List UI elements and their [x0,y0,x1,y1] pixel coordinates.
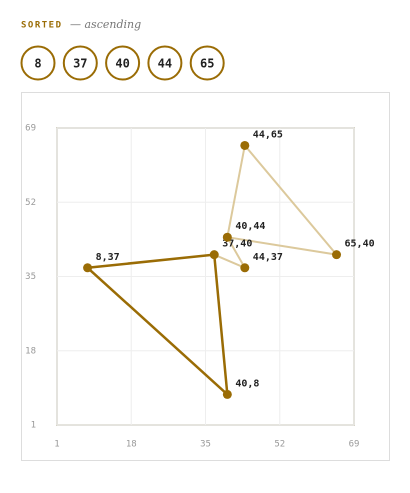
sorted-value: 40 [115,57,129,71]
sorted-value: 37 [73,57,87,71]
point-label: 40,8 [235,378,259,389]
sorted-chip [20,45,56,81]
sorted-chip [147,45,183,81]
point-label: 8,37 [96,252,120,263]
point [83,263,93,273]
point [222,389,232,399]
header-subtitle: — ascending [70,18,141,31]
x-tick-label: 52 [274,440,285,450]
point-label: 44,65 [253,129,283,140]
point-label: 40,44 [235,221,265,232]
sorted-chip [189,45,225,81]
point-label: 44,37 [253,252,283,263]
point [240,140,250,150]
y-tick-label: 18 [25,346,36,356]
edge-line [86,253,229,398]
point [240,263,250,273]
sorted-value: 44 [158,57,172,71]
point-label: 65,40 [345,239,375,250]
sorted-value: 8 [34,57,41,71]
y-tick-label: 1 [31,421,36,431]
edge-line [226,143,340,257]
sorted-value: 65 [200,57,214,71]
x-tick-label: 69 [349,440,360,450]
sorted-chip [105,45,141,81]
sorted-chip [62,45,98,81]
point-label: 37,40 [222,239,252,250]
x-tick-label: 35 [200,440,211,450]
header-title: SORTED [21,21,63,31]
y-tick-label: 52 [25,198,36,208]
point [209,250,219,260]
y-tick-label: 35 [25,272,36,282]
x-tick-label: 1 [54,440,59,450]
y-tick-label: 69 [25,124,36,134]
point [222,232,232,242]
x-tick-label: 18 [126,440,137,450]
point [332,250,342,260]
